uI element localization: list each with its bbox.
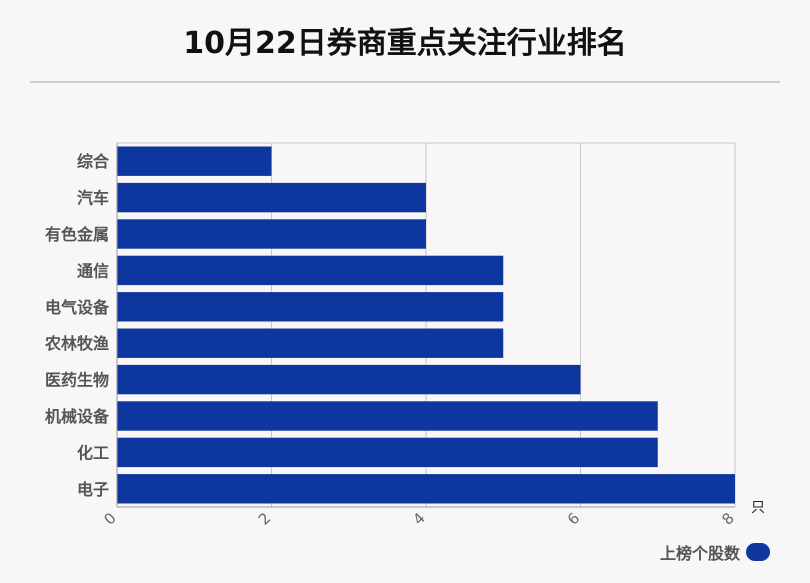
bar-6 (117, 364, 581, 395)
bar-8 (117, 437, 658, 468)
category-label-9: 电子 (77, 480, 109, 499)
bar-2 (117, 219, 426, 249)
bar-9 (117, 474, 735, 504)
legend[interactable]: 上榜个股数 (660, 540, 770, 564)
x-unit-label: 只 (751, 500, 765, 516)
category-label-2: 有色金属 (45, 225, 109, 244)
x-tick-label-3: 6 (564, 509, 583, 528)
chart-title: 10月22日券商重点关注行业排名 (183, 26, 627, 61)
category-label-7: 机械设备 (45, 407, 110, 426)
title-divider (30, 81, 780, 83)
legend-label: 上榜个股数 (659, 544, 740, 563)
bar-0 (117, 146, 272, 176)
category-label-4: 电气设备 (45, 298, 110, 317)
legend-swatch (746, 543, 770, 561)
bar-1 (117, 182, 426, 213)
bar-4 (117, 292, 504, 322)
x-tick-label-4: 8 (718, 509, 737, 528)
category-label-5: 农林牧渔 (44, 334, 109, 353)
category-label-3: 通信 (77, 261, 109, 280)
x-tick-label-0: 0 (100, 509, 119, 528)
category-label-8: 化工 (77, 443, 109, 462)
category-label-6: 医药生物 (45, 371, 109, 390)
category-label-1: 汽车 (77, 189, 109, 208)
bar-5 (117, 328, 504, 358)
x-tick-label-1: 2 (255, 509, 274, 528)
bar-3 (117, 255, 504, 286)
x-tick-label-2: 4 (409, 509, 428, 528)
bar-7 (117, 401, 658, 431)
category-label-0: 综合 (77, 152, 110, 171)
